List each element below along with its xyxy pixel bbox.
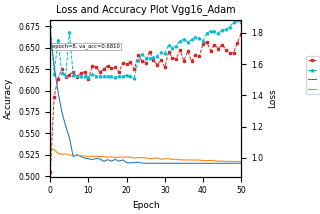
val_acc xyxy=(232,20,236,23)
val_acc xyxy=(236,18,239,21)
train_acc xyxy=(106,64,109,67)
train_acc xyxy=(48,171,52,173)
train_acc xyxy=(90,65,94,67)
train_acc xyxy=(109,67,113,70)
val_loss xyxy=(236,160,239,163)
train_acc xyxy=(239,33,243,35)
train_loss xyxy=(178,162,182,165)
val_loss xyxy=(239,160,243,163)
Y-axis label: Accuracy: Accuracy xyxy=(4,78,13,119)
Line: val_loss: val_loss xyxy=(50,148,241,162)
train_loss xyxy=(109,160,113,162)
train_loss xyxy=(144,162,148,165)
val_acc xyxy=(90,73,94,76)
val_acc xyxy=(239,21,243,24)
Legend: , , , : , , , xyxy=(306,56,320,94)
val_acc xyxy=(190,38,194,41)
val_loss xyxy=(174,158,178,160)
Line: val_acc: val_acc xyxy=(49,18,243,79)
train_loss xyxy=(236,162,239,165)
train_loss xyxy=(48,32,52,34)
Y-axis label: Loss: Loss xyxy=(268,89,277,108)
val_acc xyxy=(106,75,109,77)
val_loss xyxy=(109,156,113,158)
train_loss xyxy=(106,158,109,161)
train_loss xyxy=(239,162,243,165)
val_loss xyxy=(186,159,190,161)
Line: train_acc: train_acc xyxy=(49,33,243,173)
val_loss xyxy=(90,155,94,158)
val_acc xyxy=(132,76,136,79)
train_acc xyxy=(236,41,239,44)
val_acc xyxy=(178,40,182,42)
train_acc xyxy=(174,57,178,60)
train_loss xyxy=(90,158,94,161)
train_acc xyxy=(186,50,190,52)
Text: epoch=8, va_acc=0.6810: epoch=8, va_acc=0.6810 xyxy=(52,44,120,49)
val_loss xyxy=(106,156,109,158)
train_loss xyxy=(190,162,194,165)
val_acc xyxy=(109,75,113,78)
val_acc xyxy=(48,25,52,28)
Title: Loss and Accuracy Plot Vgg16_Adam: Loss and Accuracy Plot Vgg16_Adam xyxy=(56,4,236,15)
val_loss xyxy=(48,146,52,149)
Line: train_loss: train_loss xyxy=(50,33,241,163)
X-axis label: Epoch: Epoch xyxy=(132,201,160,210)
